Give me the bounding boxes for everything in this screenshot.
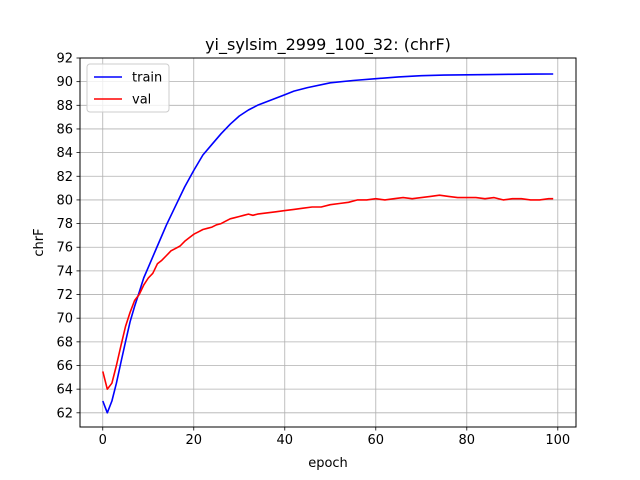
- y-tick-label: 68: [56, 335, 73, 350]
- y-tick-label: 88: [56, 99, 73, 114]
- y-tick-label: 66: [56, 359, 73, 374]
- plot-area-frame: [79, 57, 577, 428]
- x-tick-label: 0: [99, 433, 107, 448]
- y-tick-label: 64: [56, 383, 73, 398]
- x-tick-label: 80: [459, 433, 476, 448]
- axis-ticks: 0 20 40 60 80 100 62 64 66 68 70 72 74 76 78 80 82 84 86 88…: [56, 52, 570, 449]
- legend-label-val: val: [132, 93, 151, 108]
- x-tick-label: 40: [276, 433, 293, 448]
- y-tick-label: 74: [56, 264, 73, 279]
- y-tick-label: 78: [56, 217, 73, 232]
- y-tick-label: 70: [56, 312, 73, 327]
- y-tick-label: 72: [56, 288, 73, 303]
- legend-label-train: train: [132, 71, 162, 86]
- y-tick-label: 82: [56, 170, 73, 185]
- legend: train val: [86, 63, 170, 113]
- legend-box: [86, 63, 170, 113]
- y-tick-label: 92: [56, 52, 73, 67]
- series-lines: [102, 73, 554, 414]
- y-tick-label: 62: [56, 406, 73, 421]
- x-axis-title: epoch: [308, 456, 348, 471]
- x-tick-label: 20: [185, 433, 202, 448]
- y-axis-title: chrF: [32, 228, 47, 256]
- y-tick-label: 76: [56, 241, 73, 256]
- series-line-val: [102, 194, 554, 391]
- y-tick-label: 80: [56, 193, 73, 208]
- y-tick-label: 84: [56, 146, 73, 161]
- chart-title: yi_sylsim_2999_100_32: (chrF): [205, 35, 451, 55]
- x-tick-label: 100: [545, 433, 570, 448]
- y-tick-label: 86: [56, 122, 73, 137]
- y-tick-label: 90: [56, 75, 73, 90]
- x-tick-label: 60: [368, 433, 385, 448]
- series-line-train: [102, 73, 554, 414]
